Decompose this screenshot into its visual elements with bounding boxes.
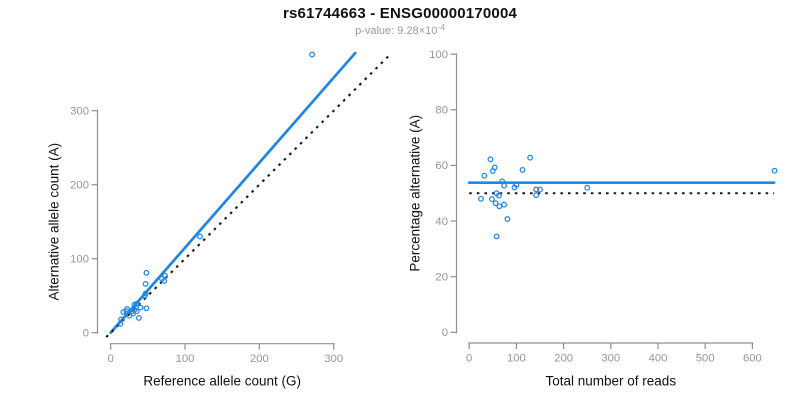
x-tick-label: 600: [743, 353, 762, 365]
pvalue-times-ten: ×10: [418, 25, 438, 37]
data-point: [309, 51, 316, 58]
y-axis-title: Alternative allele count (A): [47, 143, 62, 301]
data-point: [771, 167, 778, 174]
data-point: [133, 300, 140, 307]
data-point: [133, 308, 140, 315]
left-scatter-plot: 0 100 200 300 Reference allele count (G) 0 100…: [47, 51, 391, 389]
x-tick-label: 400: [649, 353, 668, 365]
y-tick-label: 20: [435, 271, 448, 283]
data-point: [117, 320, 124, 327]
y-tick-label: 0: [442, 327, 448, 339]
pvalue-mantissa: 9.28: [397, 25, 419, 37]
x-axis: 0 100 200 300 400 500 600 Total number of reads: [466, 342, 762, 389]
data-point: [495, 192, 502, 199]
y-axis-title: Percentage alternative (A): [408, 115, 423, 272]
x-tick-label: 100: [507, 353, 526, 365]
pvalue-exponent: -4: [437, 22, 445, 32]
x-axis: 0 100 200 300 Reference allele count (G): [108, 343, 343, 389]
reference-lines: [467, 181, 776, 195]
y-axis: 0 100 200 300 Alternative allele count (A): [47, 106, 99, 340]
data-point: [533, 186, 540, 193]
data-point: [492, 200, 499, 207]
y-tick-label: 60: [435, 160, 448, 172]
data-point: [537, 186, 543, 193]
data-point: [120, 309, 127, 315]
x-tick-label: 300: [324, 353, 343, 365]
y-tick-label: 0: [83, 328, 89, 340]
x-tick-label: 500: [696, 353, 715, 365]
data-point: [511, 184, 518, 191]
data-point: [162, 272, 168, 279]
x-tick-label: 100: [176, 353, 195, 365]
data-point: [141, 292, 148, 299]
data-point: [123, 308, 130, 315]
data-point: [489, 168, 496, 174]
y-tick-label: 300: [70, 106, 89, 118]
data-point: [501, 182, 508, 189]
data-point: [488, 196, 495, 203]
data-point: [504, 216, 511, 223]
y-tick-label: 200: [70, 180, 89, 192]
x-axis-title: Total number of reads: [546, 374, 677, 389]
x-tick-label: 0: [466, 353, 472, 365]
data-point: [481, 172, 488, 179]
y-tick-label: 40: [435, 216, 448, 228]
data-points: [478, 154, 778, 240]
data-point: [487, 156, 494, 163]
figure-title: rs61744663 - ENSG00000170004: [282, 5, 518, 22]
pvalue-subtitle: p-value: 9.28×10-4: [0, 22, 800, 37]
data-point: [533, 192, 540, 199]
data-point: [161, 277, 168, 284]
x-axis-title: Reference allele count (G): [143, 374, 301, 389]
identity-line: [105, 54, 391, 338]
data-point: [478, 195, 484, 202]
pvalue-prefix: p-value:: [355, 25, 398, 37]
y-axis: 0 20 40 60 80 100 Percentage alternative (A): [408, 49, 458, 339]
data-point: [143, 305, 150, 312]
x-tick-label: 200: [250, 353, 269, 365]
y-tick-label: 80: [435, 105, 448, 117]
data-point: [143, 269, 150, 276]
data-point: [496, 203, 503, 210]
y-tick-label: 100: [70, 254, 89, 266]
data-points: [117, 51, 316, 327]
data-point: [519, 166, 526, 173]
data-point: [527, 154, 534, 161]
data-point: [142, 280, 149, 287]
data-point: [584, 184, 591, 191]
fit-line: [109, 51, 357, 335]
data-point: [196, 233, 203, 240]
y-tick-label: 100: [429, 49, 448, 61]
x-tick-label: 200: [554, 353, 573, 365]
data-point: [501, 201, 508, 208]
data-point: [137, 304, 144, 311]
x-tick-label: 0: [108, 353, 114, 365]
data-point: [135, 314, 142, 321]
x-tick-label: 300: [601, 353, 620, 365]
reference-lines: [105, 51, 391, 338]
data-point: [493, 233, 500, 240]
